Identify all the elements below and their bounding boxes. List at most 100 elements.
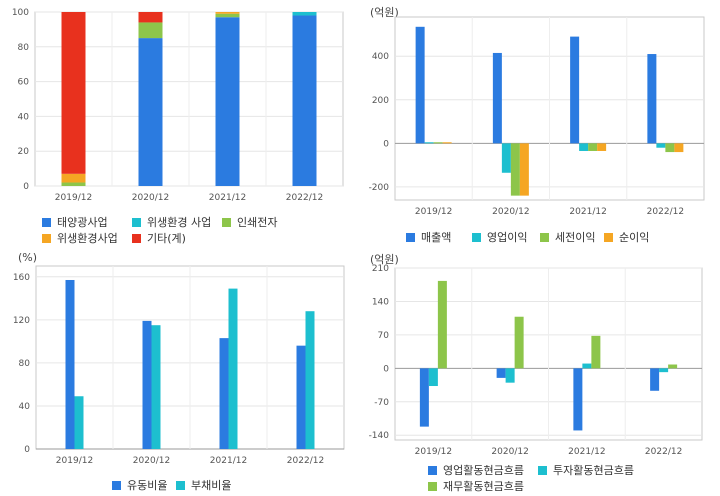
legend-item: 매출액 [406, 229, 451, 245]
bar [647, 54, 657, 144]
bar [519, 143, 529, 196]
y-tick-label: 0 [24, 445, 30, 455]
bar [437, 280, 447, 369]
y-tick-label: -70 [374, 398, 389, 408]
bar [442, 142, 452, 144]
legend-swatch [222, 217, 231, 227]
bar [215, 12, 240, 14]
bar [151, 325, 161, 449]
x-tick-label: 2022/12 [647, 207, 684, 217]
legend-swatch [112, 480, 121, 490]
chart-panel-cashflow: (억원) -140 -70 0 70 140 210 2019/12 2020/12 2021/… [360, 248, 720, 496]
chart-panel-ratios: (%) 0 40 80 120 160 2019/12 2020/12 2021/12 2022… [0, 248, 360, 496]
legend-item: 재무활동현금흐름 [428, 478, 524, 494]
x-tick-label: 2022/12 [645, 447, 682, 457]
x-tick-label: 2020/12 [133, 456, 170, 466]
legend-label: 재무활동현금흐름 [443, 480, 524, 493]
y-tick-label: 140 [372, 297, 389, 307]
bar [228, 288, 238, 449]
bar [501, 143, 511, 173]
bar [588, 143, 598, 151]
x-tick-label: 2019/12 [415, 447, 452, 457]
y-tick-label: 40 [19, 402, 31, 412]
legend-item: 영업이익 [472, 229, 527, 245]
legend-label: 위생환경사업 [57, 232, 118, 245]
legend-label: 투자활동현금흐름 [553, 464, 634, 477]
unit-label: (억원) [370, 253, 399, 266]
legend-label: 인쇄전자 [237, 216, 278, 229]
y-tick-label: 200 [372, 96, 389, 106]
bar [138, 22, 163, 39]
y-tick-label: -140 [369, 431, 390, 441]
bar [582, 363, 592, 369]
legend-swatch [132, 233, 141, 243]
bar [433, 142, 443, 144]
legend-swatch [540, 232, 549, 242]
legend-item: 부채비율 [176, 477, 231, 493]
y-tick-label: 100 [12, 8, 29, 18]
bar [650, 368, 660, 391]
bar [292, 15, 317, 187]
y-tick-label: 60 [18, 78, 30, 88]
legend-swatch [428, 481, 437, 491]
legend-label: 매출액 [421, 231, 452, 244]
legend-swatch [132, 217, 141, 227]
y-tick-label: 0 [383, 139, 389, 149]
bar [656, 143, 666, 148]
bar [428, 368, 438, 387]
legend-item: 위생환경 사업 [132, 214, 211, 230]
legend-swatch [538, 465, 547, 475]
unit-label: (억원) [370, 6, 399, 19]
legend-item: 영업활동현금흐름 [428, 462, 524, 478]
legend-item: 태양광사업 [42, 214, 108, 230]
income-chart: -200 0 200 400 2019/12 2020/12 2021/12 2022/12 [369, 16, 705, 217]
legend-label: 순이익 [619, 231, 650, 244]
x-tick-label: 2019/12 [415, 207, 452, 217]
legend-item: 세전이익 [540, 229, 595, 245]
y-tick-label: 210 [372, 264, 389, 274]
bar [296, 345, 306, 449]
chart-panel-revenue-mix: 0 20 40 60 80 100 2019/12 2020/12 2021/12 2022/12… [0, 0, 360, 250]
x-tick-label: 2022/12 [287, 456, 324, 466]
bar [215, 17, 240, 186]
y-tick-label: 0 [383, 364, 389, 374]
legend-label: 위생환경 사업 [147, 216, 212, 229]
legend-swatch [406, 232, 415, 242]
y-tick-label: 40 [18, 112, 30, 122]
legend-item: 인쇄전자 [222, 214, 277, 230]
x-tick-label: 2021/12 [209, 193, 246, 203]
bar [138, 12, 163, 23]
bar [219, 338, 229, 449]
y-tick-label: 70 [378, 331, 390, 341]
bar [61, 182, 86, 186]
bar [510, 143, 520, 196]
legend-item: 기타(계) [132, 230, 186, 246]
legend-swatch [176, 480, 185, 490]
x-tick-label: 2020/12 [492, 207, 529, 217]
bar [496, 368, 506, 378]
legend-item: 투자활동현금흐름 [538, 462, 634, 478]
legend-label: 부채비율 [191, 479, 232, 492]
bar [505, 368, 515, 383]
y-tick-label: 80 [18, 43, 30, 53]
unit-label: (%) [18, 251, 38, 264]
y-tick-label: 160 [13, 273, 30, 283]
legend-label: 영업활동현금흐름 [443, 464, 524, 477]
bar [61, 12, 86, 174]
legend-label: 기타(계) [147, 232, 186, 245]
bar [424, 142, 434, 144]
bar [514, 316, 524, 369]
bar [61, 173, 86, 183]
x-tick-label: 2019/12 [55, 193, 92, 203]
legend-label: 유동비율 [127, 479, 168, 492]
bar [659, 368, 669, 373]
x-tick-label: 2021/12 [569, 207, 606, 217]
bar [579, 143, 589, 151]
legend-item: 위생환경사업 [42, 230, 118, 246]
legend-label: 세전이익 [555, 231, 596, 244]
y-tick-label: -200 [369, 183, 390, 193]
cashflow-chart: -140 -70 0 70 140 210 2019/12 2020/12 2021/12 202… [369, 264, 703, 457]
legend-item: 순이익 [604, 229, 649, 245]
y-tick-label: 80 [19, 359, 31, 369]
bar [570, 36, 580, 144]
